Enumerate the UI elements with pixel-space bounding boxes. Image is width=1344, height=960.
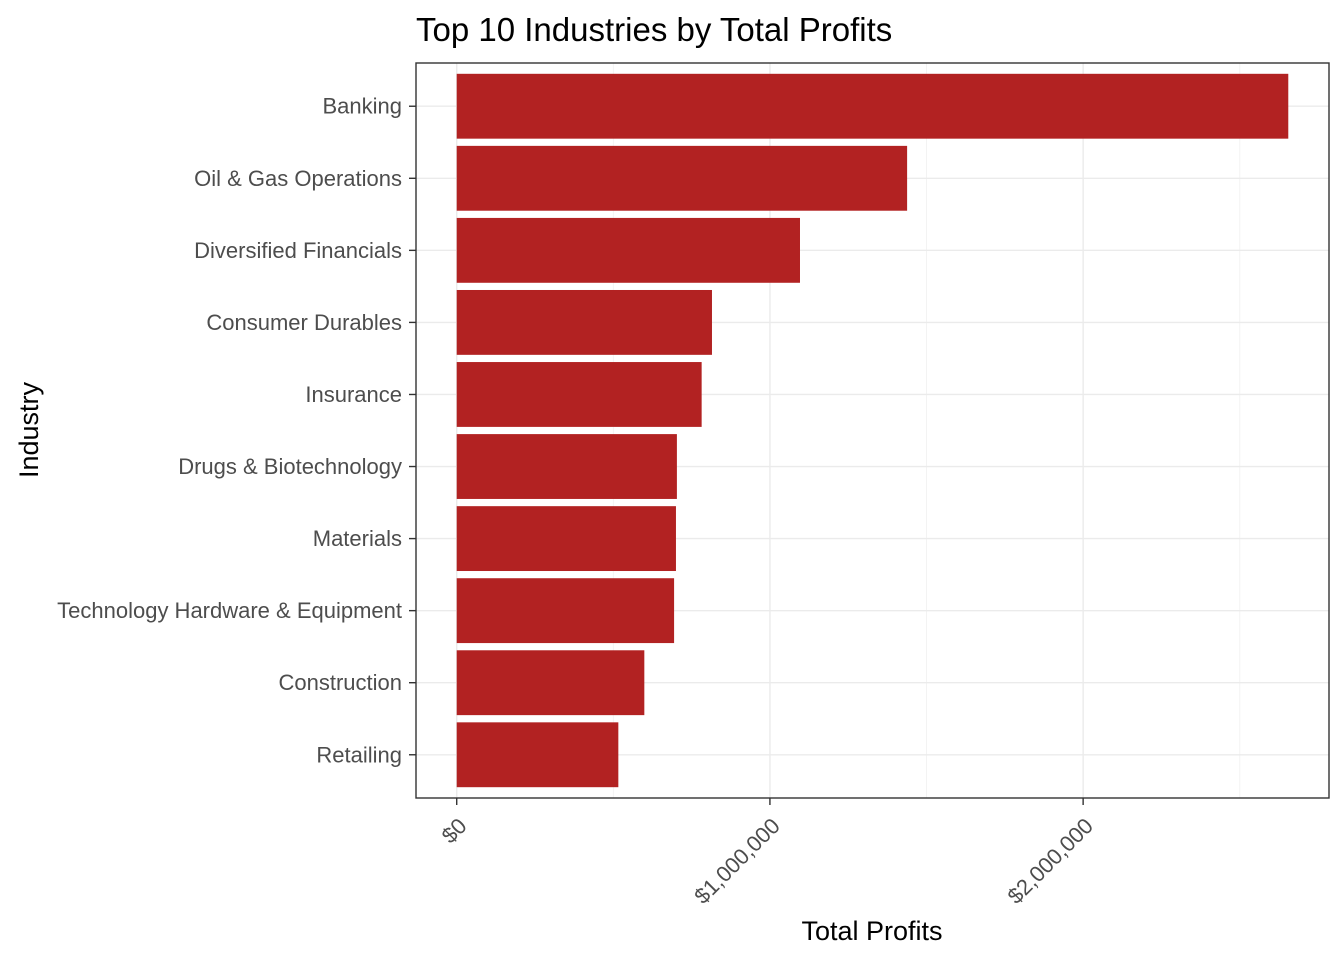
y-tick-label: Consumer Durables bbox=[206, 310, 402, 335]
y-tick-label: Diversified Financials bbox=[194, 238, 402, 263]
x-tick-label: $2,000,000 bbox=[1002, 813, 1098, 909]
y-tick-label: Construction bbox=[278, 670, 402, 695]
bar bbox=[456, 434, 677, 499]
bar bbox=[456, 506, 676, 572]
y-tick-label: Oil & Gas Operations bbox=[194, 166, 402, 191]
bar bbox=[456, 362, 702, 427]
y-tick-label: Banking bbox=[322, 94, 402, 119]
x-axis: $0 $1,000,000 $2,000,000 bbox=[437, 798, 1098, 909]
bar bbox=[456, 145, 908, 211]
bar bbox=[456, 722, 619, 788]
x-tick-label: $0 bbox=[437, 813, 472, 848]
x-tick-label: $1,000,000 bbox=[689, 813, 785, 909]
y-axis: Banking Oil & Gas Operations Diversified F… bbox=[57, 94, 416, 767]
y-tick-label: Materials bbox=[313, 526, 402, 551]
bars bbox=[456, 73, 1289, 788]
bar bbox=[456, 73, 1289, 139]
bar bbox=[456, 217, 800, 283]
y-tick-label: Drugs & Biotechnology bbox=[178, 454, 402, 479]
chart-title: Top 10 Industries by Total Profits bbox=[416, 11, 892, 48]
bar bbox=[456, 289, 712, 355]
x-axis-title: Total Profits bbox=[801, 916, 942, 946]
y-tick-label: Insurance bbox=[305, 382, 402, 407]
y-axis-title: Industry bbox=[14, 381, 44, 478]
bar bbox=[456, 650, 645, 716]
y-tick-label: Technology Hardware & Equipment bbox=[57, 598, 402, 623]
y-tick-label: Retailing bbox=[316, 742, 402, 767]
panel-border bbox=[415, 62, 1330, 799]
bar bbox=[456, 578, 675, 644]
